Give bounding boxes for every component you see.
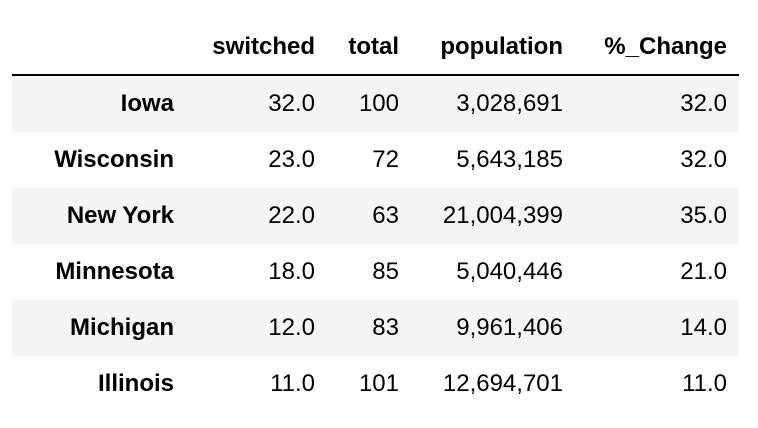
column-header-change: %_Change [575, 20, 739, 76]
cell-total: 63 [372, 202, 399, 229]
cell-change: 35.0 [680, 202, 727, 229]
cell-switched: 11.0 [270, 370, 315, 397]
cell-population: 21,004,399 [442, 202, 563, 229]
cell-total: 72 [372, 146, 399, 173]
cell-total: 83 [372, 314, 399, 341]
cell-change: 32.0 [680, 146, 727, 173]
cell-total: 100 [358, 90, 399, 117]
column-header-population: population [411, 20, 575, 76]
index-header [12, 20, 186, 76]
cell-switched: 12.0 [268, 314, 315, 341]
row-index: Iowa [120, 90, 174, 117]
column-header-switched: switched [186, 20, 327, 76]
row-index: Illinois [97, 370, 174, 397]
cell-population: 3,028,691 [456, 90, 563, 117]
cell-switched: 18.0 [268, 258, 315, 285]
table-row: Iowa 32.0 100 3,028,691 32.0 [12, 75, 739, 132]
cell-population: 5,040,446 [456, 258, 563, 285]
table-row: Wisconsin 23.0 72 5,643,185 32.0 [12, 132, 739, 188]
cell-change: 21.0 [680, 258, 727, 285]
cell-population: 9,961,406 [456, 314, 563, 341]
cell-change: 11.0 [682, 370, 727, 397]
table-row: Illinois 11.0 101 12,694,701 11.0 [12, 356, 739, 412]
cell-change: 14.0 [680, 314, 727, 341]
row-index: Michigan [69, 314, 174, 341]
cell-change: 32.0 [680, 90, 727, 117]
row-index: New York [66, 202, 174, 229]
table-body: Iowa 32.0 100 3,028,691 32.0 Wisconsin 2… [12, 75, 739, 412]
table-row: Michigan 12.0 83 9,961,406 14.0 [12, 300, 739, 356]
dataframe-output: switched total population %_Change Iowa … [12, 20, 739, 412]
cell-total: 85 [372, 258, 399, 285]
cell-switched: 32.0 [268, 90, 315, 117]
column-header-total: total [327, 20, 411, 76]
table-row: Minnesota 18.0 85 5,040,446 21.0 [12, 244, 739, 300]
cell-switched: 23.0 [268, 146, 315, 173]
row-index: Wisconsin [54, 146, 174, 173]
table-row: New York 22.0 63 21,004,399 35.0 [12, 188, 739, 244]
cell-population: 5,643,185 [456, 146, 563, 173]
cell-population: 12,694,701 [442, 370, 563, 397]
header-row: switched total population %_Change [12, 20, 739, 76]
cell-total: 101 [358, 370, 399, 397]
dataframe-table: switched total population %_Change Iowa … [12, 20, 739, 412]
cell-switched: 22.0 [268, 202, 315, 229]
row-index: Minnesota [55, 258, 174, 285]
table-header: switched total population %_Change [12, 20, 739, 76]
